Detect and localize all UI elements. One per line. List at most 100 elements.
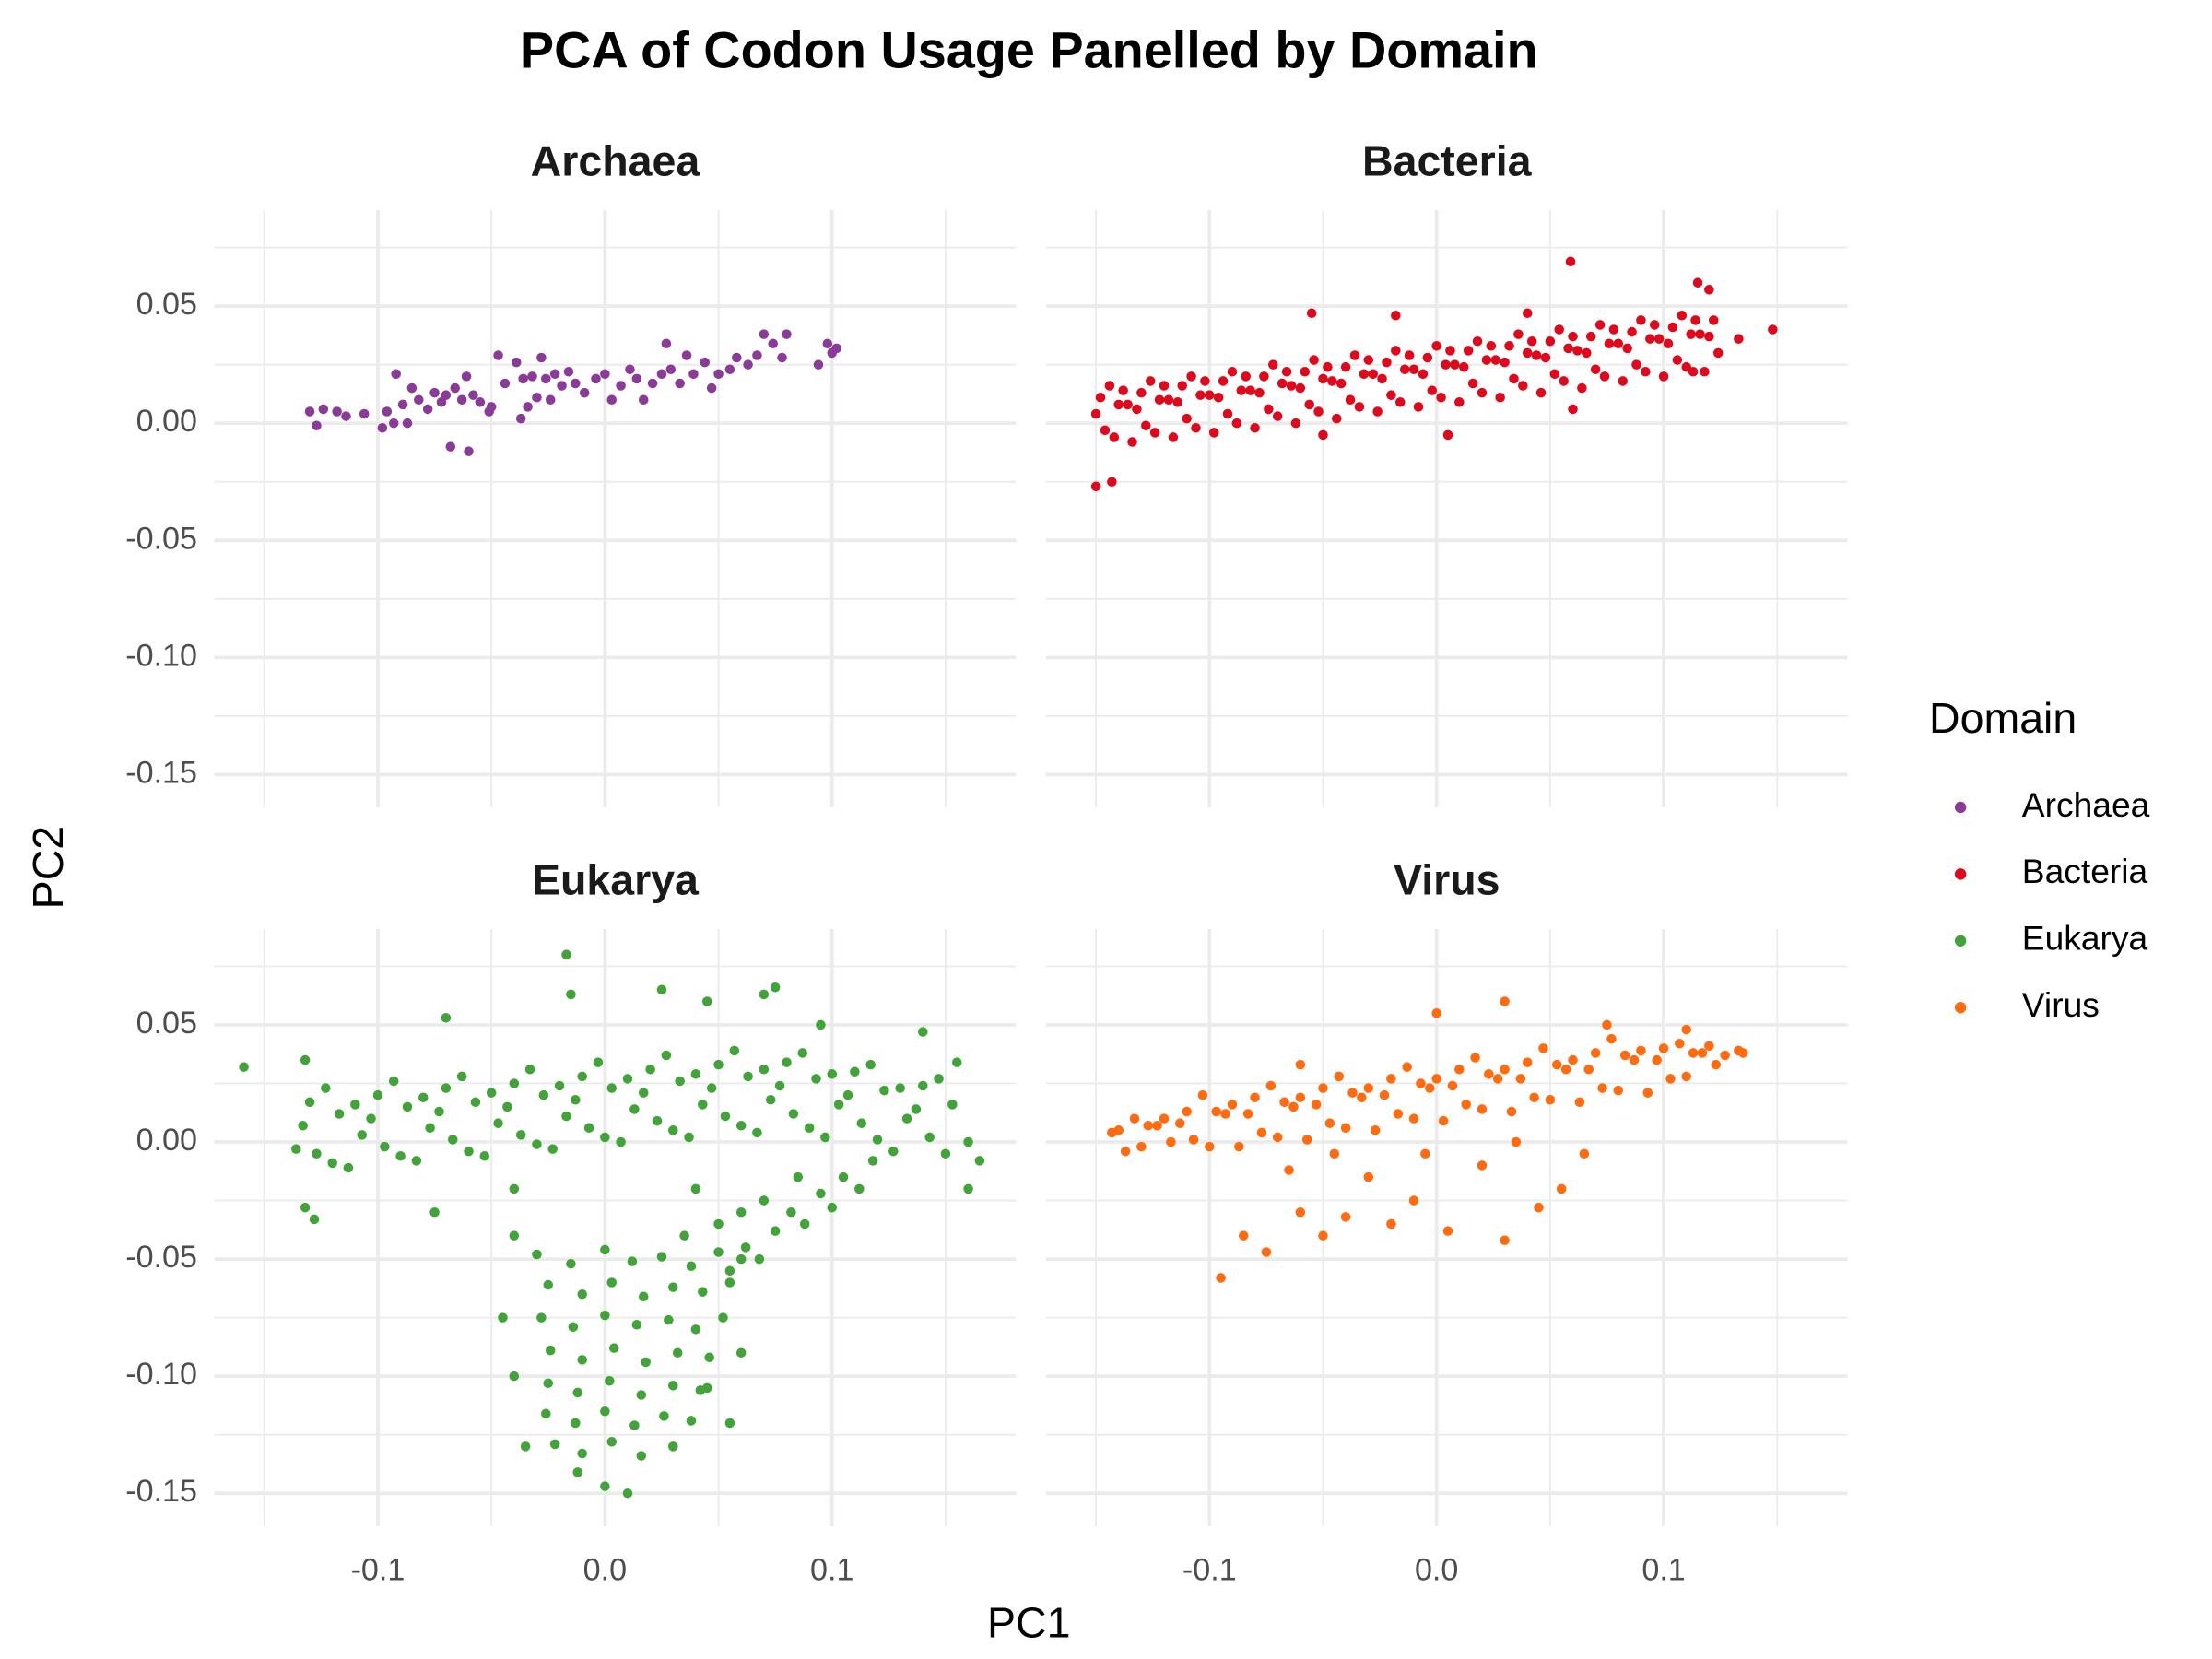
point — [1515, 1074, 1526, 1084]
point — [554, 1080, 565, 1091]
point — [668, 1441, 678, 1452]
point — [1663, 338, 1674, 349]
point — [638, 1291, 649, 1302]
point — [1513, 329, 1524, 339]
point — [759, 989, 770, 1000]
point — [963, 1136, 973, 1147]
point — [1608, 324, 1619, 335]
point — [359, 408, 370, 419]
point — [1568, 1054, 1578, 1065]
point — [1500, 996, 1510, 1006]
point — [1340, 1212, 1351, 1222]
point — [1245, 385, 1255, 395]
point — [1467, 378, 1478, 389]
legend-label: Eukarya — [2022, 919, 2148, 958]
point — [1442, 429, 1453, 441]
point — [1463, 346, 1474, 356]
y-tick-label: -0.10 — [125, 1357, 197, 1392]
point — [1549, 369, 1560, 380]
x-tick-label: 0.0 — [583, 1552, 627, 1587]
point — [1281, 366, 1292, 377]
y-axis-title: PC2 — [24, 826, 72, 909]
point — [1095, 392, 1106, 403]
point — [418, 1092, 429, 1103]
point — [1631, 359, 1641, 370]
point — [1218, 376, 1229, 386]
point — [1318, 429, 1328, 441]
point — [636, 1390, 647, 1400]
point — [549, 369, 560, 380]
point — [1500, 1235, 1510, 1246]
x-tick-label: 0.1 — [1641, 1552, 1685, 1587]
point — [1372, 406, 1382, 417]
point — [561, 949, 571, 959]
point — [468, 390, 478, 400]
point — [608, 1343, 619, 1353]
point — [842, 1089, 853, 1100]
point — [464, 1146, 474, 1157]
point — [1295, 382, 1306, 394]
point — [1345, 394, 1356, 406]
point — [1309, 355, 1319, 365]
point — [774, 1080, 785, 1091]
point — [583, 1123, 594, 1134]
point — [434, 1106, 444, 1117]
point — [450, 382, 461, 394]
point — [1563, 343, 1573, 354]
point — [1236, 385, 1247, 395]
y-tick-label: 0.00 — [136, 1123, 197, 1158]
point — [1141, 420, 1151, 430]
point — [498, 1312, 508, 1323]
point — [1295, 1206, 1306, 1218]
point — [1619, 1050, 1630, 1061]
point — [1334, 1071, 1345, 1082]
point — [1152, 1120, 1162, 1131]
point — [1234, 1141, 1244, 1152]
point — [797, 1048, 807, 1058]
point — [656, 369, 667, 380]
point — [1477, 387, 1488, 398]
point — [493, 350, 503, 360]
point — [470, 1097, 481, 1108]
point — [706, 1083, 717, 1093]
point — [735, 1206, 747, 1218]
point — [754, 1253, 765, 1265]
point — [638, 1088, 649, 1098]
point — [1551, 1059, 1562, 1070]
point — [770, 1226, 781, 1236]
point — [1304, 399, 1314, 410]
point — [1704, 331, 1714, 342]
point — [298, 1120, 308, 1131]
point — [1556, 1183, 1567, 1194]
point — [816, 1019, 826, 1030]
point — [701, 1382, 712, 1394]
point — [656, 984, 667, 995]
point — [706, 382, 717, 394]
point — [698, 1100, 708, 1110]
point — [724, 364, 735, 374]
point — [304, 406, 315, 417]
point — [1220, 1109, 1230, 1119]
point — [1442, 1226, 1453, 1236]
point — [1163, 394, 1174, 406]
point — [934, 1074, 944, 1084]
point — [1399, 364, 1410, 374]
point — [402, 418, 413, 429]
point — [1594, 320, 1606, 330]
point — [1602, 1019, 1612, 1030]
point — [1136, 387, 1147, 398]
point — [672, 1347, 683, 1359]
point — [1227, 1100, 1238, 1110]
point — [811, 1074, 821, 1084]
point — [1168, 432, 1179, 442]
point — [1545, 1095, 1556, 1105]
point — [518, 373, 528, 384]
point — [461, 371, 472, 382]
point — [743, 1071, 753, 1082]
point — [1461, 1100, 1471, 1110]
point — [343, 1162, 354, 1173]
point — [411, 1156, 422, 1166]
point — [777, 352, 787, 363]
point — [1347, 1088, 1358, 1098]
point — [833, 1100, 844, 1110]
